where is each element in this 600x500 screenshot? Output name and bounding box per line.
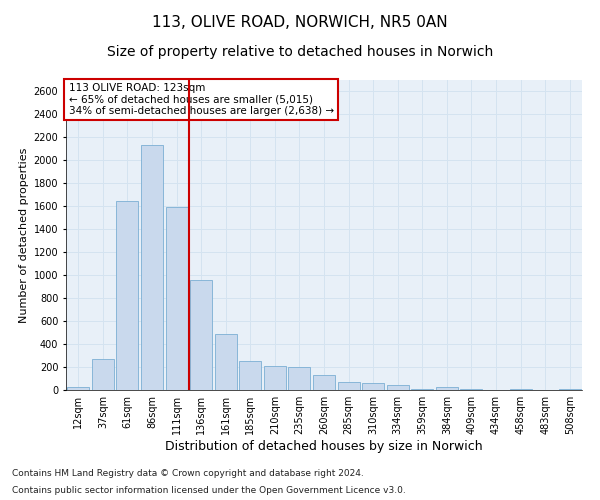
Bar xyxy=(190,280,212,390)
Bar xyxy=(264,366,286,390)
Y-axis label: Number of detached properties: Number of detached properties xyxy=(19,148,29,322)
Bar xyxy=(289,367,310,390)
Bar xyxy=(313,375,335,390)
Bar xyxy=(92,359,114,390)
Bar xyxy=(215,334,237,390)
Bar xyxy=(362,383,384,390)
Bar xyxy=(67,386,89,390)
Bar xyxy=(436,386,458,390)
X-axis label: Distribution of detached houses by size in Norwich: Distribution of detached houses by size … xyxy=(165,440,483,453)
Bar xyxy=(166,208,188,390)
Bar xyxy=(116,200,139,390)
Text: Contains HM Land Registry data © Crown copyright and database right 2024.: Contains HM Land Registry data © Crown c… xyxy=(12,468,364,477)
Bar xyxy=(411,389,433,390)
Bar xyxy=(239,362,262,390)
Text: Size of property relative to detached houses in Norwich: Size of property relative to detached ho… xyxy=(107,45,493,59)
Bar xyxy=(141,146,163,390)
Bar xyxy=(559,389,581,390)
Text: Contains public sector information licensed under the Open Government Licence v3: Contains public sector information licen… xyxy=(12,486,406,495)
Text: 113 OLIVE ROAD: 123sqm
← 65% of detached houses are smaller (5,015)
34% of semi-: 113 OLIVE ROAD: 123sqm ← 65% of detached… xyxy=(68,83,334,116)
Bar xyxy=(509,389,532,390)
Bar xyxy=(338,382,359,390)
Bar xyxy=(386,386,409,390)
Bar xyxy=(460,389,482,390)
Text: 113, OLIVE ROAD, NORWICH, NR5 0AN: 113, OLIVE ROAD, NORWICH, NR5 0AN xyxy=(152,15,448,30)
